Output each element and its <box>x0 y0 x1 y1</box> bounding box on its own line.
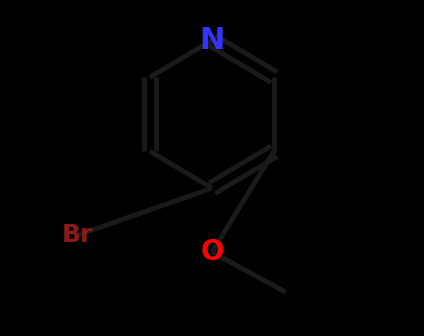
Text: O: O <box>200 238 224 266</box>
Text: N: N <box>199 26 225 55</box>
Text: Br: Br <box>62 223 93 247</box>
